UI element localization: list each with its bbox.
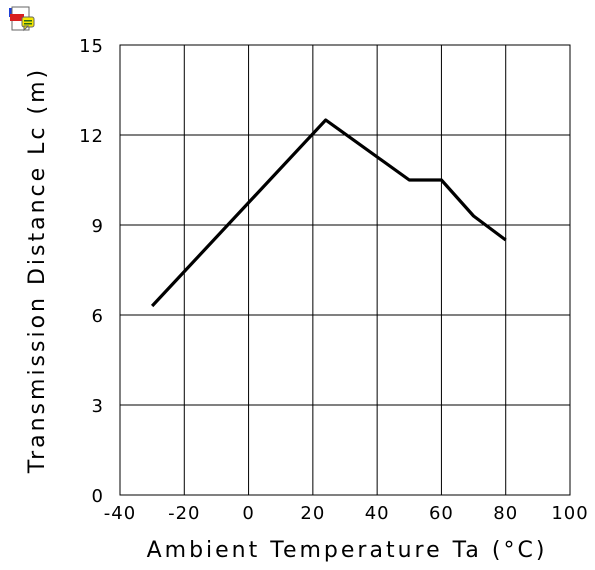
series-line xyxy=(152,120,506,306)
x-tick-label: 60 xyxy=(429,503,454,524)
y-tick-label: 0 xyxy=(92,486,104,507)
series-layer xyxy=(152,120,506,306)
x-tick-label: -20 xyxy=(168,503,200,524)
y-tick-label: 3 xyxy=(92,396,104,417)
y-tick-labels: 0 3 6 9 12 15 xyxy=(79,36,104,507)
x-tick-label: 100 xyxy=(551,503,588,524)
x-tick-label: 40 xyxy=(365,503,390,524)
y-tick-label: 12 xyxy=(79,126,104,147)
x-tick-labels: -40 -20 0 20 40 60 80 100 xyxy=(104,503,589,524)
y-tick-label: 6 xyxy=(92,306,104,327)
y-tick-label: 9 xyxy=(92,216,104,237)
y-tick-label: 15 xyxy=(79,36,104,57)
x-tick-label: 0 xyxy=(242,503,254,524)
y-axis-title: Transmission Distance Lc (m) xyxy=(25,67,50,474)
x-tick-label: 20 xyxy=(300,503,325,524)
x-tick-label: -40 xyxy=(104,503,136,524)
x-axis-title: Ambient Temperature Ta (°C) xyxy=(147,538,548,563)
x-tick-label: 80 xyxy=(493,503,518,524)
document-comment-icon xyxy=(8,6,38,36)
